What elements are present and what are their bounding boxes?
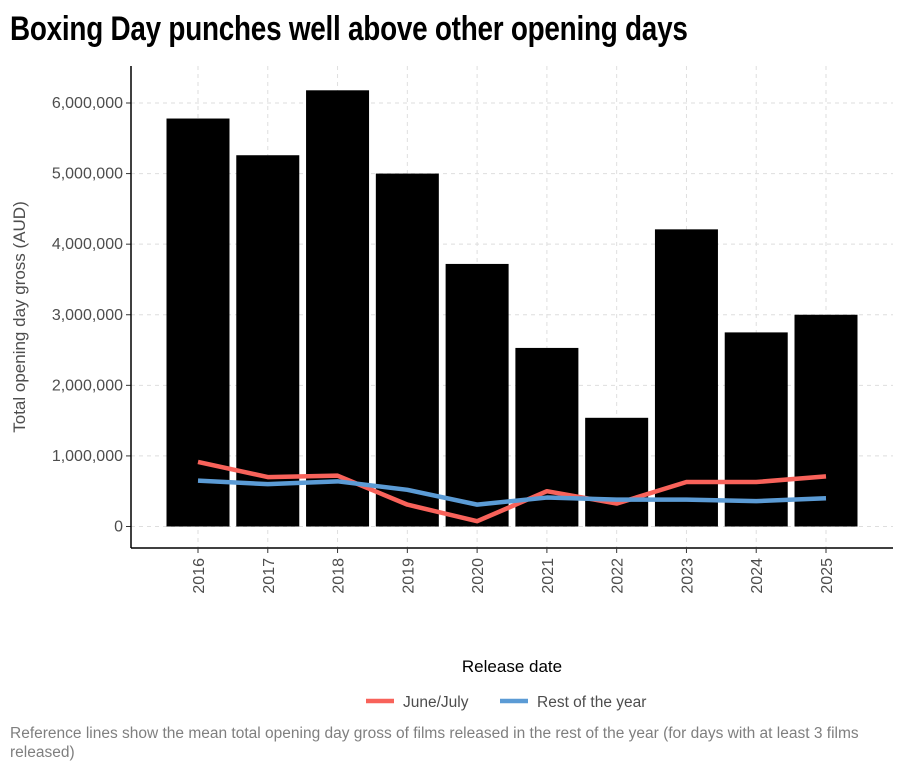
x-tick-label: 2017	[261, 558, 278, 594]
x-tick-label: 2022	[610, 558, 627, 594]
bar-2019	[375, 173, 439, 527]
bar-2024	[724, 332, 788, 527]
bar-2018	[306, 90, 370, 527]
x-tick-label: 2018	[331, 558, 348, 594]
y-axis-label: Total opening day gross (AUD)	[10, 201, 29, 433]
x-tick-label: 2024	[749, 558, 766, 594]
line-series-june-july	[197, 459, 827, 524]
legend-label: Rest of the year	[537, 694, 646, 711]
bar-2025	[794, 314, 858, 527]
y-tick-label: 5,000,000	[52, 166, 123, 183]
bar-2022	[585, 417, 649, 527]
y-tick-label: 4,000,000	[52, 236, 123, 253]
y-tick-label: 3,000,000	[52, 307, 123, 324]
bar-2017	[236, 155, 300, 527]
chart-title: Boxing Day punches well above other open…	[10, 10, 688, 48]
y-tick-label: 6,000,000	[52, 95, 123, 112]
y-tick-label: 0	[114, 519, 123, 536]
x-tick-label: 2019	[400, 558, 417, 594]
bar-2020	[445, 263, 509, 527]
y-tick-label: 1,000,000	[52, 448, 123, 465]
x-tick-label: 2021	[540, 558, 557, 594]
x-axis-label: Release date	[462, 657, 562, 676]
chart-caption: Reference lines show the mean total open…	[10, 725, 859, 761]
bar-2016	[166, 118, 230, 527]
x-tick-label: 2016	[191, 558, 208, 594]
x-tick-label: 2025	[819, 558, 836, 594]
legend: June/July Rest of the year	[366, 694, 646, 711]
bar-2023	[654, 229, 718, 527]
x-tick-label: 2023	[679, 558, 696, 594]
line-series-rest-of-year	[197, 478, 827, 507]
y-tick-label: 2,000,000	[52, 377, 123, 394]
x-tick-label: 2020	[470, 558, 487, 594]
legend-label: June/July	[403, 694, 469, 711]
